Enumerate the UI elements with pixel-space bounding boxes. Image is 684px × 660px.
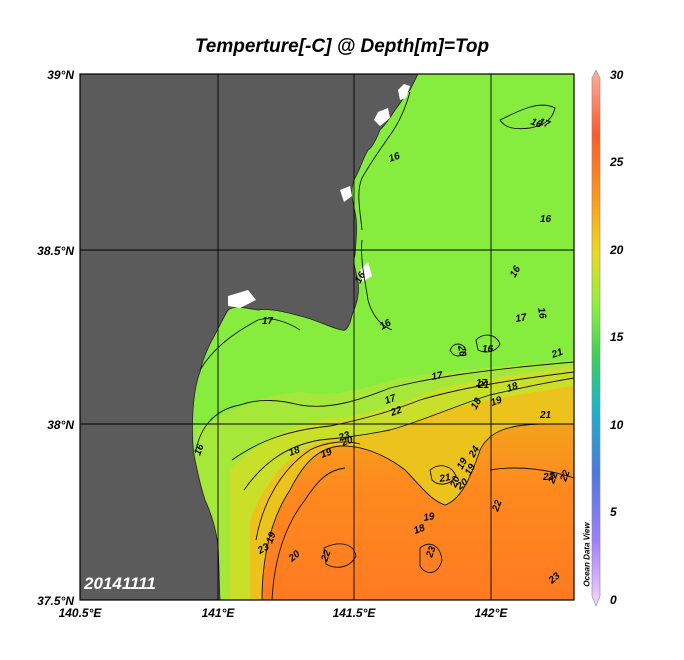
colorbar (591, 69, 601, 607)
contour-label-16-c: 16 (540, 214, 552, 225)
colorbar-tick-5: 5 (610, 505, 617, 519)
contour-label-16-b: 16 (387, 151, 402, 165)
contour-label-17-f: 17 (476, 378, 488, 389)
contour-label-16-d: 16 (378, 317, 394, 332)
contour-label-17-b: 17 (262, 316, 274, 327)
colorbar-tick-20: 20 (610, 243, 624, 257)
map-title: Temperture[-C] @ Depth[m]=Top (194, 36, 490, 57)
coast-gap-2 (374, 108, 390, 126)
contour-label-16-f: 16 (508, 264, 523, 280)
contour-label-24: 24 (467, 444, 483, 460)
contour-label-22-c: 22 (319, 548, 334, 564)
lat-label-39: 39°N (47, 68, 74, 82)
map-frame (79, 73, 575, 601)
contour-label-20-a: 20 (339, 435, 355, 450)
contour-label-16-a: 16 (529, 116, 544, 130)
contour-label-21-c: 21 (539, 410, 552, 421)
contour-label-19-a: 19 (319, 447, 334, 461)
contour-label-21-d: 21 (549, 347, 565, 362)
coast-gap-1 (398, 84, 410, 100)
contour-label-20-e: 20 (448, 474, 463, 490)
contour-label-19-f: 19 (455, 456, 470, 472)
contour-label-21-a: 21 (477, 380, 490, 391)
contour-label-23-e: 23 (336, 430, 352, 445)
contour-label-18-a: 18 (287, 445, 302, 459)
contour-label-17-a: 17 (537, 116, 552, 130)
contour-label-22-d: 22 (490, 498, 505, 514)
contour-label-22-e: 22 (558, 468, 573, 484)
ocean-data-view-watermark: Ocean Data View (582, 522, 592, 587)
colorbar-tick-30: 30 (610, 68, 624, 82)
land-mass (80, 74, 419, 600)
contour-label-19-c: 19 (463, 462, 478, 478)
contour-label-16-h: 16 (535, 307, 548, 320)
contour-label-18-b: 18 (469, 396, 484, 412)
colorbar-tick-0: 0 (610, 593, 617, 607)
contour-label-23-b: 23 (255, 541, 271, 557)
lon-label-142: 142°E (474, 606, 508, 620)
contour-label-21-b: 21 (438, 472, 452, 485)
contour-label-19-d: 19 (423, 511, 436, 524)
contour-label-22-a: 22 (388, 405, 404, 420)
date-label: 20141111 (84, 574, 156, 593)
contour-label-16-e: 16 (482, 344, 494, 355)
lon-label-141-5: 141.5°E (332, 606, 376, 620)
lat-label-37-5: 37.5°N (37, 594, 74, 608)
contour-label-23-c: 23 (424, 544, 439, 560)
coast-gap-4 (228, 290, 256, 308)
lat-label-38: 38°N (47, 418, 74, 432)
contour-label-15: 15 (0, 0, 12, 3)
colorbar-tick-10: 10 (610, 418, 624, 432)
coast-gap-3 (340, 186, 352, 202)
lon-label-140-5: 140.5°E (58, 606, 102, 620)
contour-label-17-d: 17 (431, 370, 444, 383)
colorbar-tick-25: 25 (610, 155, 624, 169)
contour-label-23-a: 23 (542, 472, 555, 483)
contour-label-22-b: 22 (546, 470, 561, 486)
contour-label-18-c: 18 (505, 381, 520, 395)
contour-lines (195, 91, 574, 600)
lon-label-141: 141°E (201, 606, 235, 620)
contour-label-20-b: 20 (455, 344, 468, 358)
contour-label-19-e: 19 (264, 530, 278, 545)
graticule (80, 74, 574, 600)
lat-label-38-5: 38.5°N (37, 244, 74, 258)
contour-label-16-i: 16 (353, 270, 368, 286)
contour-label-16-g: 16 (192, 442, 206, 457)
contour-label-17-e: 17 (383, 393, 398, 407)
colorbar-tick-15: 15 (610, 330, 624, 344)
contour-label-19-b: 19 (489, 395, 504, 409)
contour-label-17-c: 17 (515, 312, 528, 325)
colorbar-bar (591, 69, 601, 607)
sea-warm-region (262, 424, 574, 600)
contour-label-18-d: 18 (412, 523, 427, 537)
